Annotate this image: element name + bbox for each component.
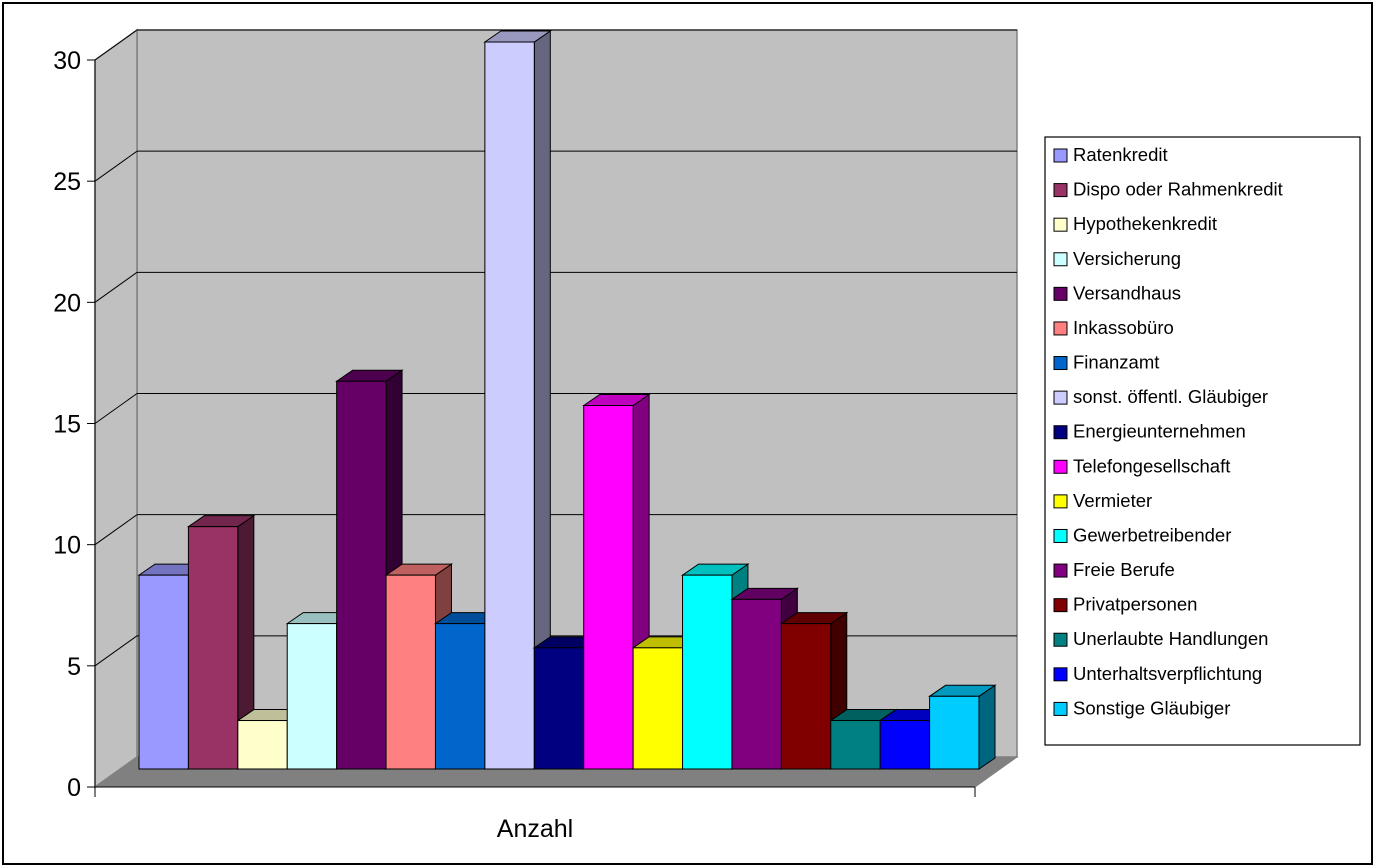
bar-front <box>187 526 239 770</box>
legend-label: Sonstige Gläubiger <box>1073 697 1230 718</box>
legend-label: Privatpersonen <box>1073 594 1197 615</box>
legend-item: Sonstige Gläubiger <box>1053 697 1230 718</box>
legend-label: Freie Berufe <box>1073 559 1175 580</box>
y-tick-label: 0 <box>67 774 81 802</box>
legend-swatch <box>1053 459 1068 474</box>
bar-front <box>929 695 980 770</box>
legend-label: Unterhaltsverpflichtung <box>1073 663 1262 684</box>
legend-label: Finanzamt <box>1073 352 1159 373</box>
legend-item: Energieunternehmen <box>1053 421 1246 442</box>
y-tick-label: 10 <box>53 532 81 560</box>
gridline-side <box>94 514 138 546</box>
legend-label: Hypothekenkredit <box>1073 213 1217 234</box>
legend-label: Versicherung <box>1073 248 1181 269</box>
legend-swatch <box>1053 494 1068 509</box>
bar-front <box>879 720 931 770</box>
legend-item: Inkassobüro <box>1053 317 1174 338</box>
y-axis: 0 5 10 15 20 25 30 <box>53 47 96 802</box>
legend-item: Hypothekenkredit <box>1053 213 1217 234</box>
legend-swatch <box>1053 183 1068 198</box>
legend-item: Telefongesellschaft <box>1053 455 1230 476</box>
gridline-side <box>94 635 138 667</box>
bar-front <box>434 623 486 770</box>
legend: Ratenkredit Dispo oder Rahmenkredit Hypoth… <box>1044 136 1361 746</box>
legend-item: Gewerbetreibender <box>1053 524 1231 545</box>
legend-swatch <box>1053 356 1068 371</box>
bar-front <box>533 647 585 770</box>
legend-label: Ratenkredit <box>1073 144 1168 165</box>
gridline-side <box>94 29 138 61</box>
bar-front <box>138 574 189 770</box>
legend-swatch <box>1053 148 1068 163</box>
bar-privatpersonen <box>779 611 849 770</box>
legend-swatch <box>1053 598 1068 613</box>
legend-swatch <box>1053 667 1068 682</box>
bar-front <box>731 598 782 770</box>
legend-label: Inkassobüro <box>1073 317 1174 338</box>
bar-front <box>632 647 684 770</box>
bar-front <box>385 574 436 770</box>
legend-item: Dispo oder Rahmenkredit <box>1053 179 1283 200</box>
x-category-label: Anzahl <box>497 815 573 843</box>
bar-front <box>237 720 288 770</box>
legend-label: Vermieter <box>1073 490 1152 511</box>
legend-label: Versandhaus <box>1073 282 1181 303</box>
legend-swatch <box>1053 390 1068 405</box>
y-tick-label: 15 <box>53 411 81 439</box>
legend-swatch <box>1053 563 1068 578</box>
gridline-side <box>94 271 138 303</box>
legend-swatch <box>1053 321 1068 336</box>
bars <box>137 30 997 770</box>
legend-label: Gewerbetreibender <box>1073 524 1231 545</box>
bar-front <box>583 405 634 770</box>
gridline-side <box>94 393 138 424</box>
bar-front <box>780 623 832 770</box>
legend-item: Finanzamt <box>1053 352 1159 373</box>
legend-swatch <box>1053 286 1068 301</box>
legend-label: Unerlaubte Handlungen <box>1073 628 1268 649</box>
legend-label: Dispo oder Rahmenkredit <box>1073 179 1283 200</box>
legend-swatch <box>1053 425 1068 440</box>
bar-dispo-oder-rahmenkredit <box>186 514 256 770</box>
legend-item: sonst. öffentl. Gläubiger <box>1053 386 1268 407</box>
legend-label: Energieunternehmen <box>1073 421 1246 442</box>
legend-label: sonst. öffentl. Gläubiger <box>1073 386 1268 407</box>
bar-front <box>286 623 338 770</box>
x-axis: Anzahl <box>94 786 976 843</box>
legend-box <box>1044 136 1361 746</box>
legend-item: Ratenkredit <box>1053 144 1168 165</box>
bar-sonst-öffentl-gläubiger <box>483 30 552 770</box>
legend-item: Versandhaus <box>1053 282 1181 303</box>
bar-front <box>336 380 387 770</box>
y-tick-label: 25 <box>53 168 81 196</box>
bar-front <box>830 720 881 770</box>
bar-sonstige-gläubiger <box>927 684 997 770</box>
bar-front <box>484 41 535 770</box>
legend-swatch <box>1053 217 1068 232</box>
legend-swatch <box>1053 701 1068 716</box>
legend-item: Freie Berufe <box>1053 559 1175 580</box>
legend-item: Unterhaltsverpflichtung <box>1053 663 1262 684</box>
legend-swatch <box>1053 528 1068 543</box>
legend-item: Privatpersonen <box>1053 594 1197 615</box>
legend-swatch <box>1053 632 1068 647</box>
bar-front <box>682 574 733 770</box>
gridlines <box>94 29 1017 667</box>
legend-item: Vermieter <box>1053 490 1152 511</box>
bar-side <box>978 684 996 770</box>
legend-label: Telefongesellschaft <box>1073 455 1230 476</box>
y-tick-label: 30 <box>53 47 81 75</box>
legend-item: Versicherung <box>1053 248 1181 269</box>
y-tick-label: 5 <box>67 653 81 681</box>
y-tick-label: 20 <box>53 289 81 317</box>
legend-swatch <box>1053 252 1068 267</box>
legend-item: Unerlaubte Handlungen <box>1053 628 1268 649</box>
gridline-side <box>94 150 138 182</box>
